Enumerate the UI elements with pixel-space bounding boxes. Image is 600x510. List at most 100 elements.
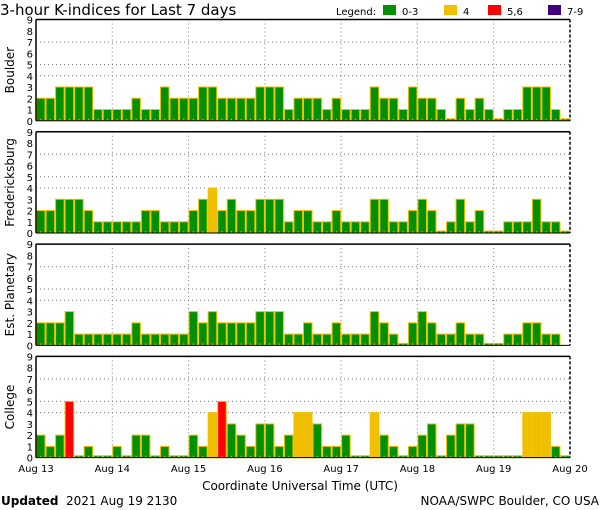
legend-swatch-5,6 [488,5,501,15]
y-tick-label: 8 [27,27,33,38]
bar [541,412,551,459]
bar [45,210,56,234]
bar [64,311,75,346]
bar [274,198,284,234]
bar [264,423,275,459]
bar [179,97,189,122]
updated-value: 2021 Aug 19 2130 [66,494,177,508]
bar [293,97,304,122]
x-tick-label: Aug 16 [247,464,282,475]
y-tick-label: 3 [27,308,33,319]
bar [379,97,389,122]
bar [207,412,218,459]
bar [159,86,170,122]
bar [407,322,418,346]
bar [226,97,237,122]
bar [274,311,284,346]
bar [55,434,65,459]
bar [245,322,256,346]
bar [169,97,180,122]
legend-swatch-0-3 [383,5,396,15]
x-tick-label: Aug 20 [552,464,587,475]
bar [312,97,323,122]
bar [522,322,532,346]
bar [74,198,84,234]
bar [83,86,94,122]
y-tick-label: 4 [27,296,33,307]
bar [426,97,437,122]
y-tick-label: 5 [27,285,33,296]
y-tick-label: 0 [27,229,33,240]
bar [283,434,294,459]
y-tick-label: 7 [27,263,33,274]
bar [217,210,227,234]
y-tick-label: 5 [27,61,33,72]
y-tick-label: 5 [27,173,33,184]
bar [236,434,246,459]
y-tick-label: 7 [27,150,33,161]
bar [45,97,56,122]
bar [379,434,389,459]
bar [55,322,65,346]
y-tick-label: 1 [27,106,33,117]
y-tick-label: 2 [27,431,33,442]
bar [245,97,256,122]
bar [264,198,275,234]
bar [388,97,399,122]
bar [217,322,227,346]
bar [207,187,218,234]
y-tick-label: 7 [27,38,33,49]
bar [131,434,141,459]
bar [55,86,65,122]
y-tick-label: 3 [27,420,33,431]
bar [531,322,542,346]
bar [369,86,380,122]
bar [407,210,418,234]
bar [369,198,380,234]
bar [236,97,246,122]
y-tick-label: 2 [27,319,33,330]
bar [455,198,466,234]
y-tick-label: 4 [27,184,33,195]
bar [331,210,342,234]
y-tick-label: 4 [27,72,33,83]
bar [150,210,160,234]
bar [417,434,427,459]
y-tick-label: 6 [27,162,33,173]
bar [426,423,437,459]
bar [36,434,46,459]
y-tick-label: 2 [27,94,33,105]
y-tick-label: 6 [27,386,33,397]
y-tick-label: 9 [27,352,33,363]
y-tick-label: 0 [27,454,33,465]
bar [293,210,304,234]
bar [140,434,151,459]
bar [207,311,218,346]
bar [64,198,75,234]
bar [455,423,466,459]
bar [255,198,265,234]
y-tick-label: 6 [27,49,33,60]
bar [455,322,466,346]
y-tick-label: 8 [27,139,33,150]
bar [474,210,485,234]
bar [83,210,94,234]
bar [455,97,466,122]
bar [188,434,199,459]
bar [417,311,427,346]
x-tick-label: Aug 18 [400,464,435,475]
bar [522,412,532,459]
bar [474,97,485,122]
x-tick-label: Aug 14 [95,464,130,475]
bar [255,423,265,459]
bar [198,198,208,234]
bar [198,86,208,122]
bar [303,322,313,346]
bar [188,210,199,234]
bar [331,322,342,346]
y-tick-label: 1 [27,330,33,341]
